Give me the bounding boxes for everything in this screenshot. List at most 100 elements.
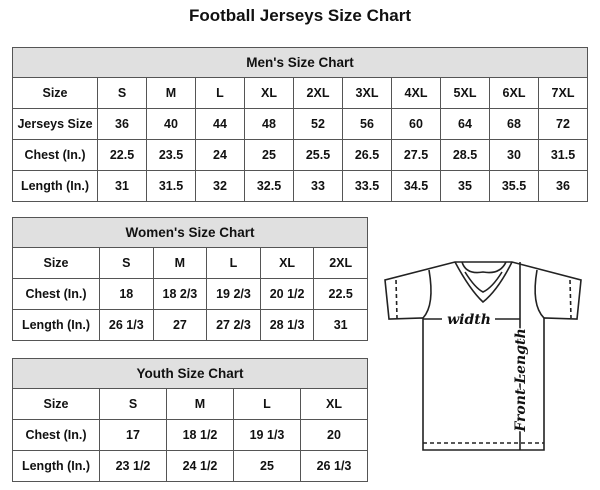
row-label: Size bbox=[12, 247, 100, 279]
shirt-outline bbox=[384, 261, 582, 451]
table-cell: 26.5 bbox=[342, 139, 392, 171]
table-cell: 2XL bbox=[313, 247, 368, 279]
youth-table-title: Youth Size Chart bbox=[12, 358, 368, 389]
table-cell: 19 1/3 bbox=[233, 419, 301, 451]
row-label: Length (In.) bbox=[12, 170, 98, 202]
table-cell: 2XL bbox=[293, 77, 343, 109]
row-label: Jerseys Size bbox=[12, 108, 98, 140]
left-sleeve-seam bbox=[422, 269, 432, 319]
v-neck bbox=[454, 261, 513, 304]
table-cell: 31 bbox=[97, 170, 147, 202]
table-cell: 27 bbox=[152, 309, 208, 341]
women-table-title: Women's Size Chart bbox=[12, 217, 368, 248]
table-cell: 27.5 bbox=[391, 139, 441, 171]
table-cell: 32 bbox=[195, 170, 245, 202]
table-cell: 35.5 bbox=[489, 170, 539, 202]
table-cell: 19 2/3 bbox=[206, 278, 261, 310]
table-cell: 36 bbox=[97, 108, 147, 140]
table-cell: 30 bbox=[489, 139, 539, 171]
table-cell: L bbox=[195, 77, 245, 109]
row-label: Chest (In.) bbox=[12, 139, 98, 171]
table-cell: 6XL bbox=[489, 77, 539, 109]
table-cell: 31.5 bbox=[146, 170, 196, 202]
row-label: Length (In.) bbox=[12, 450, 100, 482]
men-table-title: Men's Size Chart bbox=[12, 47, 588, 78]
table-cell: M bbox=[152, 247, 208, 279]
table-cell: 72 bbox=[538, 108, 588, 140]
womens-size-table: Women's Size Chart Size S M L XL 2XL Chest (In.… bbox=[12, 217, 368, 341]
table-cell: 23.5 bbox=[146, 139, 196, 171]
table-cell: 18 1/2 bbox=[166, 419, 234, 451]
table-cell: 28 1/3 bbox=[259, 309, 315, 341]
table-cell: 26 1/3 bbox=[300, 450, 368, 482]
table-row: Chest (In.) 18 18 2/3 19 2/3 20 1/2 22.5 bbox=[12, 278, 368, 310]
table-cell: 22.5 bbox=[97, 139, 147, 171]
table-cell: 20 1/2 bbox=[259, 278, 315, 310]
mens-size-table: Men's Size Chart Size S M L XL 2XL 3XL 4XL 5XL 6XL… bbox=[12, 47, 588, 202]
table-row: Size S M L XL bbox=[12, 388, 368, 420]
row-label: Chest (In.) bbox=[12, 419, 100, 451]
table-cell: 34.5 bbox=[391, 170, 441, 202]
table-row: Length (In.) 31 31.5 32 32.5 33 33.5 34.5 35 35.5… bbox=[12, 170, 588, 202]
right-sleeve-seam bbox=[534, 269, 545, 319]
youth-size-table: Youth Size Chart Size S M L XL Chest (In.) 17 18… bbox=[12, 358, 368, 482]
row-label: Size bbox=[12, 77, 98, 109]
jersey-diagram: width Front Length bbox=[384, 261, 582, 451]
table-cell: 31.5 bbox=[538, 139, 588, 171]
table-cell: 27 2/3 bbox=[206, 309, 261, 341]
width-label: width bbox=[447, 312, 491, 328]
table-cell: S bbox=[99, 247, 154, 279]
table-cell: XL bbox=[244, 77, 294, 109]
table-cell: 25 bbox=[244, 139, 294, 171]
table-row: Chest (In.) 22.5 23.5 24 25 25.5 26.5 27.5 28.5 3… bbox=[12, 139, 588, 171]
table-cell: M bbox=[146, 77, 196, 109]
table-cell: 18 bbox=[99, 278, 154, 310]
row-label: Size bbox=[12, 388, 100, 420]
table-cell: 4XL bbox=[391, 77, 441, 109]
table-cell: 44 bbox=[195, 108, 245, 140]
table-cell: 7XL bbox=[538, 77, 588, 109]
table-cell: 20 bbox=[300, 419, 368, 451]
table-cell: XL bbox=[259, 247, 315, 279]
table-cell: 28.5 bbox=[440, 139, 490, 171]
table-cell: 68 bbox=[489, 108, 539, 140]
table-cell: 48 bbox=[244, 108, 294, 140]
table-cell: 60 bbox=[391, 108, 441, 140]
row-label: Length (In.) bbox=[12, 309, 100, 341]
page-title: Football Jerseys Size Chart bbox=[188, 6, 412, 25]
row-label: Chest (In.) bbox=[12, 278, 100, 310]
table-cell: 36 bbox=[538, 170, 588, 202]
collar-inner-v bbox=[464, 271, 503, 293]
table-cell: 35 bbox=[440, 170, 490, 202]
collar-inner bbox=[461, 261, 507, 274]
table-row: Size S M L XL 2XL 3XL 4XL 5XL 6XL 7XL bbox=[12, 77, 588, 109]
table-cell: 22.5 bbox=[313, 278, 368, 310]
table-cell: 17 bbox=[99, 419, 167, 451]
table-cell: S bbox=[99, 388, 167, 420]
table-cell: 25 bbox=[233, 450, 301, 482]
table-cell: 40 bbox=[146, 108, 196, 140]
table-cell: L bbox=[233, 388, 301, 420]
table-cell: 25.5 bbox=[293, 139, 343, 171]
table-cell: 24 1/2 bbox=[166, 450, 234, 482]
table-cell: 26 1/3 bbox=[99, 309, 154, 341]
table-cell: 56 bbox=[342, 108, 392, 140]
table-cell: S bbox=[97, 77, 147, 109]
table-cell: 64 bbox=[440, 108, 490, 140]
table-cell: 5XL bbox=[440, 77, 490, 109]
table-cell: 18 2/3 bbox=[152, 278, 208, 310]
table-cell: 23 1/2 bbox=[99, 450, 167, 482]
table-cell: 3XL bbox=[342, 77, 392, 109]
front-length-label: Front Length bbox=[513, 328, 529, 432]
table-row: Jerseys Size 36 40 44 48 52 56 60 64 68 72 bbox=[12, 108, 588, 140]
table-row: Chest (In.) 17 18 1/2 19 1/3 20 bbox=[12, 419, 368, 451]
table-cell: XL bbox=[300, 388, 368, 420]
table-row: Length (In.) 26 1/3 27 27 2/3 28 1/3 31 bbox=[12, 309, 368, 341]
table-row: Length (In.) 23 1/2 24 1/2 25 26 1/3 bbox=[12, 450, 368, 482]
table-cell: 52 bbox=[293, 108, 343, 140]
table-cell: 24 bbox=[195, 139, 245, 171]
table-cell: 33 bbox=[293, 170, 343, 202]
table-cell: 31 bbox=[313, 309, 368, 341]
table-cell: L bbox=[206, 247, 261, 279]
table-cell: M bbox=[166, 388, 234, 420]
